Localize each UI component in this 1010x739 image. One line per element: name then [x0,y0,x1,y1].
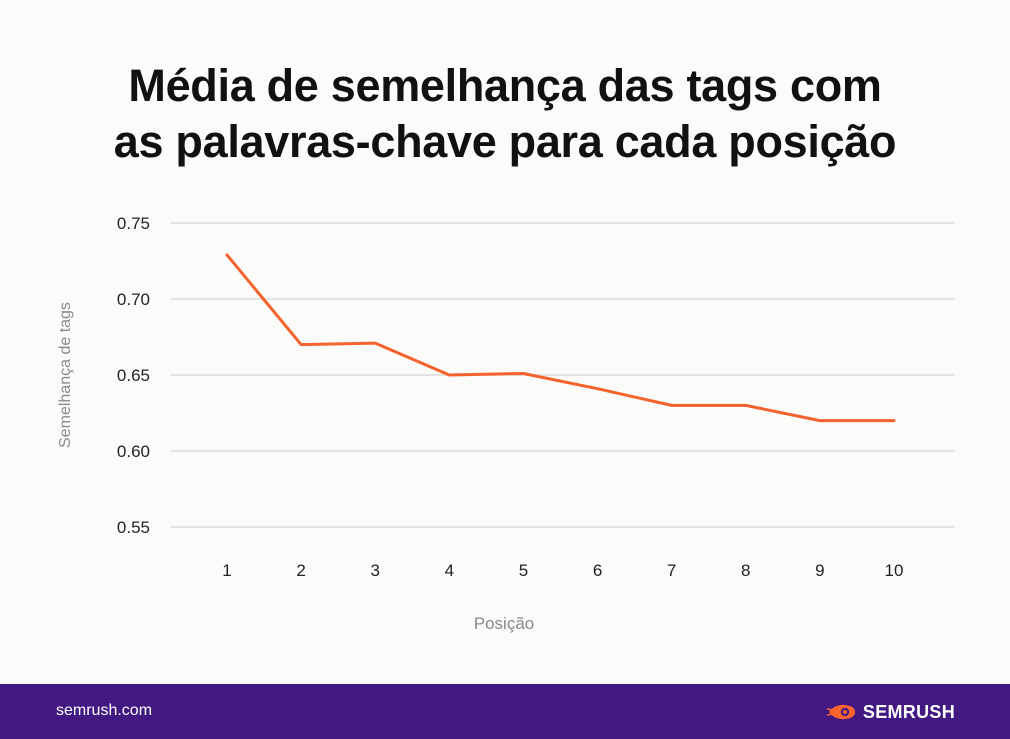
series-line [225,253,896,423]
x-tick-label: 1 [222,561,231,580]
x-tick-label: 9 [815,561,824,580]
x-tick-label: 5 [519,561,528,580]
x-tick-label: 7 [667,561,676,580]
gridlines [171,222,955,528]
footer-bar: semrush.com SEMRUSH [0,684,1010,739]
chart-title-line-2: as palavras-chave para cada posição [113,116,897,167]
chart-title: Média de semelhança das tags com as pala… [0,58,1010,170]
y-tick-label: 0.75 [117,214,150,233]
footer-url[interactable]: semrush.com [56,702,153,719]
x-tick-label: 2 [296,561,305,580]
semrush-fireball-icon [826,704,855,720]
x-tick-label: 8 [741,561,750,580]
line-chart: 0.75 0.70 0.65 0.60 0.55 1 2 3 4 5 6 7 8 9 10 Semelha… [57,214,955,633]
y-tick-label: 0.55 [117,518,150,537]
chart-title-line-1: Média de semelhança das tags com [128,60,882,111]
y-tick-label: 0.65 [117,366,150,385]
logo-text: SEMRUSH [862,701,955,722]
x-tick-label: 3 [370,561,379,580]
x-tick-labels: 1 2 3 4 5 6 7 8 9 10 [222,561,903,580]
y-tick-labels: 0.75 0.70 0.65 0.60 0.55 [117,214,150,537]
x-axis-label: Posição [474,614,534,633]
y-tick-label: 0.70 [117,290,150,309]
y-tick-label: 0.60 [117,442,150,461]
y-axis-label: Semelhança de tags [57,302,74,448]
semrush-logo[interactable]: SEMRUSH [826,701,955,723]
x-tick-label: 10 [885,561,904,580]
x-tick-label: 6 [593,561,602,580]
x-tick-label: 4 [445,561,454,580]
